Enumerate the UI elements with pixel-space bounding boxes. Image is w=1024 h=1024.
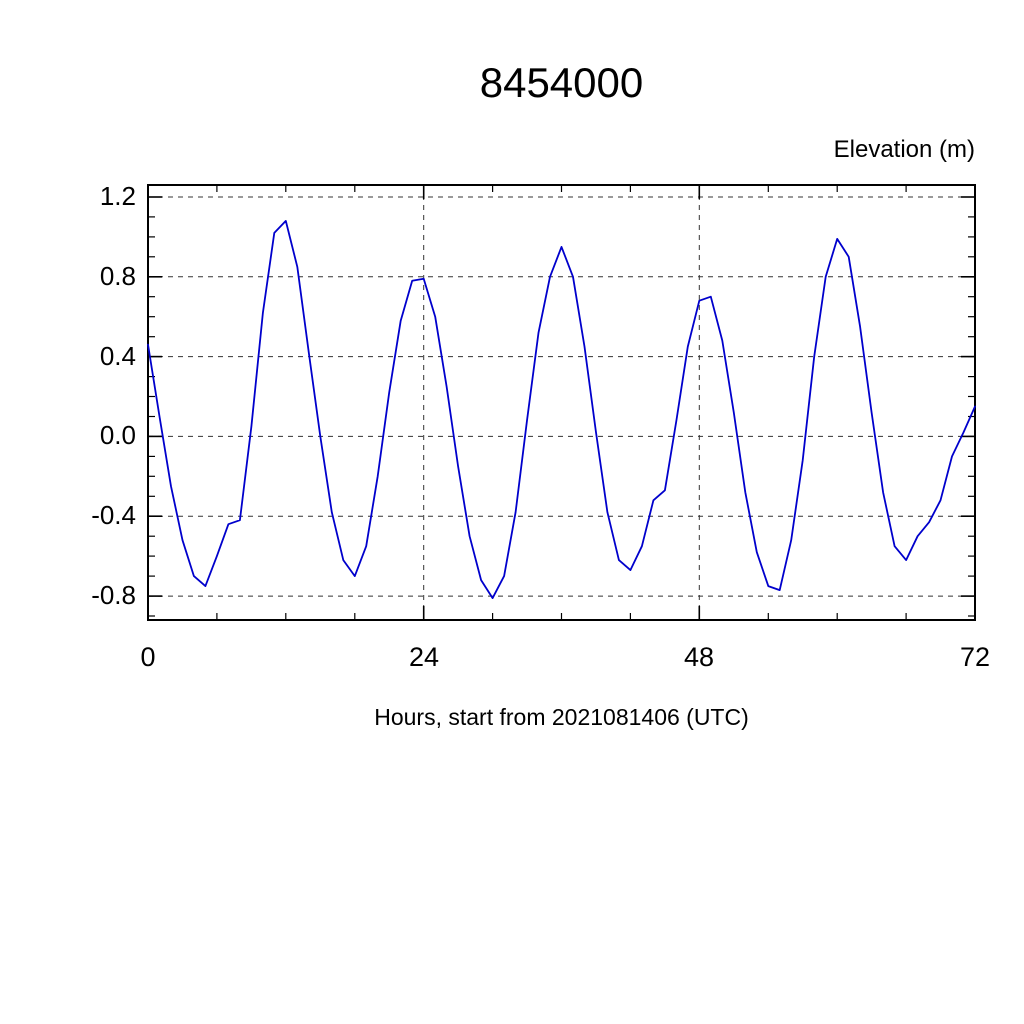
x-tick-label: 72 xyxy=(959,642,991,672)
y-tick-label: 0.0 xyxy=(99,420,136,450)
plot-frame xyxy=(147,184,976,621)
y-tick-label: 0.8 xyxy=(99,261,136,291)
x-tick-label: 48 xyxy=(683,642,715,672)
x-tick-label: 24 xyxy=(408,642,440,672)
x-tick-label: 0 xyxy=(140,642,156,672)
y-tick-label: -0.8 xyxy=(91,580,136,610)
y-tick-label: -0.4 xyxy=(91,500,136,530)
y-tick-label: 0.4 xyxy=(99,341,136,371)
tide-elevation-line xyxy=(147,219,976,599)
y-axis-title: Elevation (m) xyxy=(833,136,975,163)
x-axis-title: Hours, start from 2021081406 (UTC) xyxy=(374,704,749,730)
chart-title: 8454000 xyxy=(479,59,644,106)
y-tick-label: 1.2 xyxy=(99,181,136,211)
